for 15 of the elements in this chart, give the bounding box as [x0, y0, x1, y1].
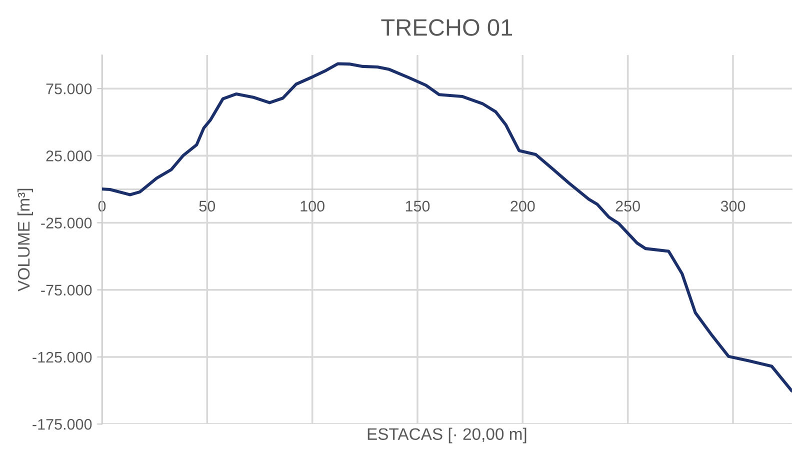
x-tick-label: 200 [510, 200, 535, 212]
chart-title: TRECHO 01 [381, 19, 512, 36]
x-tick-label: 250 [616, 200, 640, 212]
y-tick-label: -25.000 [41, 218, 92, 228]
x-tick-label: 150 [406, 200, 430, 212]
x-axis-title: ESTACAS [· 20,00 m] [368, 428, 526, 444]
y-tick-label: 25.000 [46, 150, 92, 162]
y-tick-label: -125.000 [32, 352, 92, 363]
y-tick-label: -175.000 [32, 418, 92, 430]
y-tick-label: -75.000 [41, 284, 92, 296]
x-tick-label: 100 [300, 200, 324, 212]
x-tick-label: 300 [720, 200, 746, 212]
x-tick-label: 50 [199, 200, 216, 212]
y-tick-label: 75.000 [46, 83, 92, 94]
y-axis-title: VOLUME [m³] [17, 188, 33, 292]
